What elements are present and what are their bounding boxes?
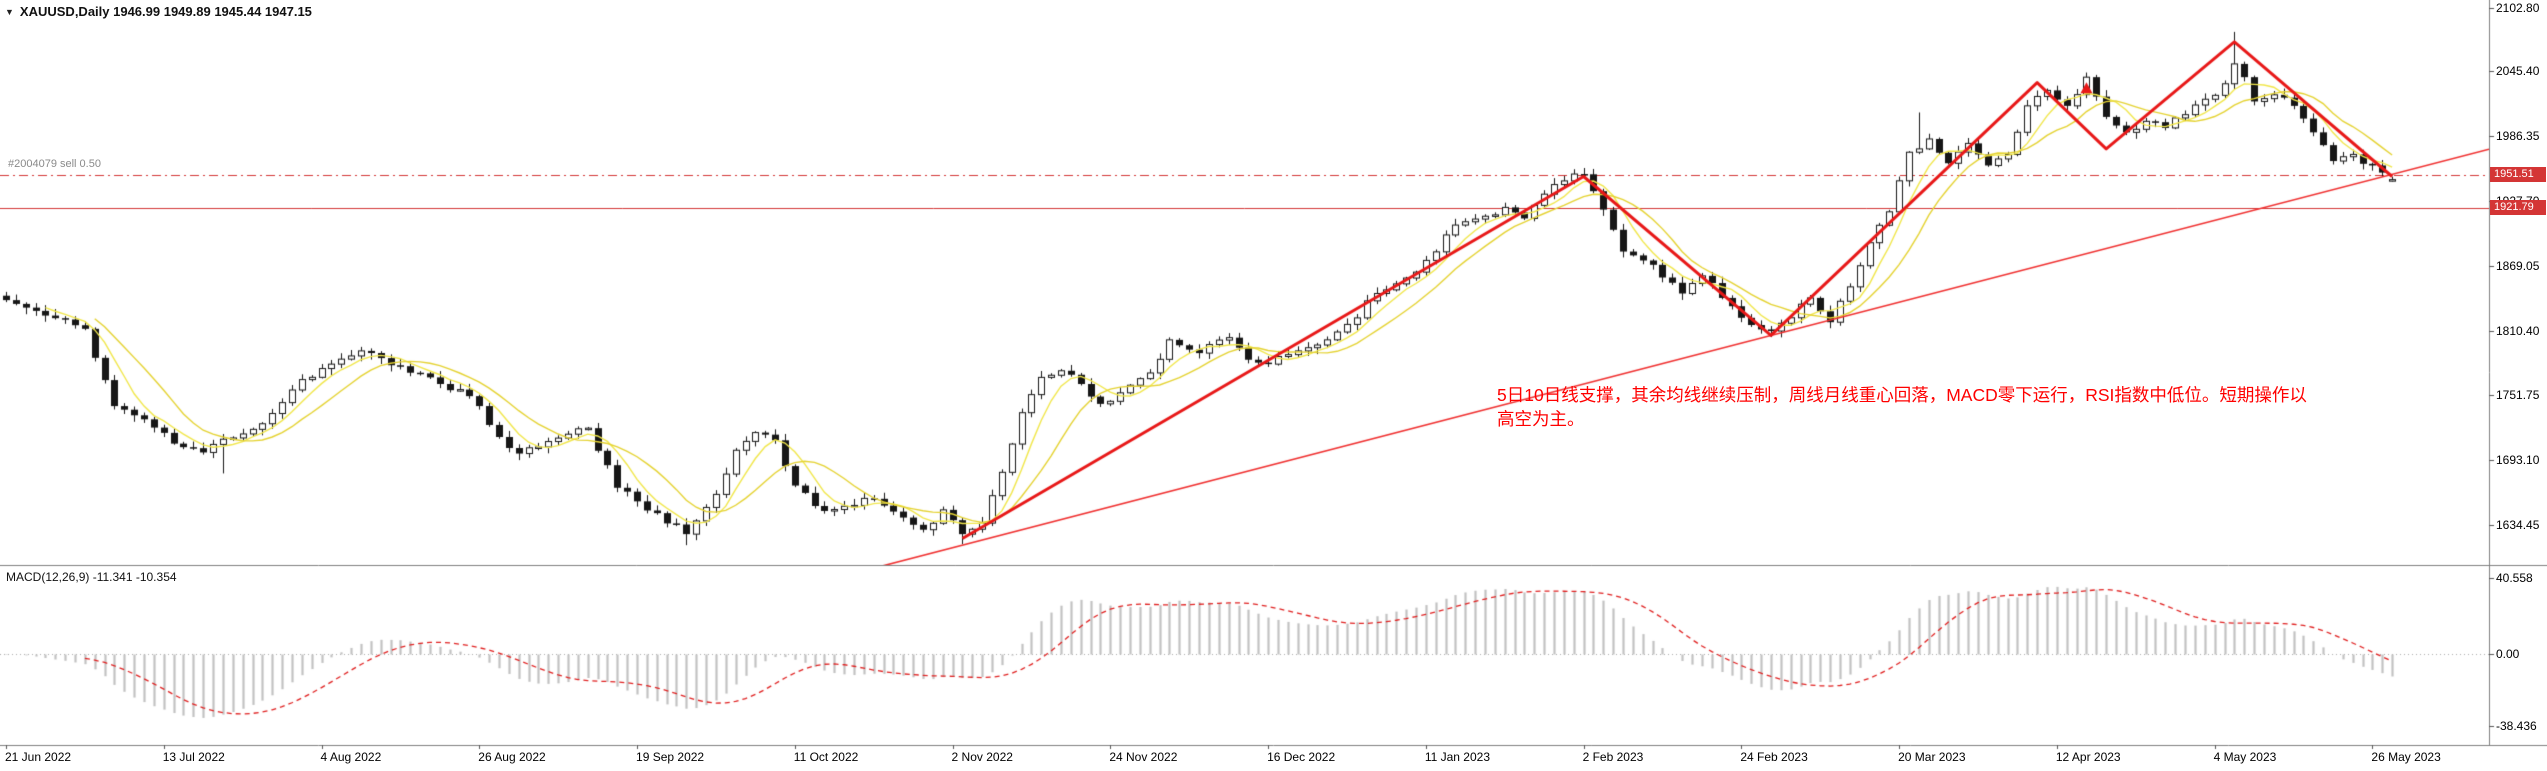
order-line-label: #2004079 sell 0.50 [8,157,101,170]
date-label: 16 Dec 2022 [1267,750,1336,764]
date-label: 26 May 2023 [2371,750,2441,764]
price-axis-label: 1693.10 [2496,453,2540,468]
annotation-line-2: 高空为主。 [1497,409,1585,429]
price-axis-label: 1869.05 [2496,258,2540,273]
macd-indicator-label: MACD(12,26,9) -11.341 -10.354 [6,570,177,584]
date-label: 24 Nov 2022 [1109,750,1178,764]
date-label: 11 Jan 2023 [1424,750,1490,764]
date-label: 2 Feb 2023 [1582,750,1644,764]
price-axis-label: 1634.45 [2496,517,2540,532]
chart-symbol-icon: ▼ [5,7,14,17]
price-axis-label: 1986.35 [2496,129,2540,144]
date-label: 26 Aug 2022 [478,750,546,764]
date-label: 4 Aug 2022 [320,750,382,764]
chart-title: XAUUSD,Daily 1946.99 1949.89 1945.44 194… [19,4,312,19]
date-label: 21 Jun 2022 [5,750,72,764]
annotation-line-1: 5日10日线支撑，其余均线继续压制，周线月线重心回落，MACD零下运行，RSI指… [1497,385,2307,405]
price-axis-label: 2045.40 [2496,64,2540,79]
date-label: 12 Apr 2023 [2055,750,2121,764]
date-label: 11 Oct 2022 [793,750,859,764]
macd-axis-label: -38.436 [2496,719,2537,733]
date-label: 20 Mar 2023 [1898,750,1966,764]
analysis-annotation: 5日10日线支撑，其余均线继续压制，周线月线重心回落，MACD零下运行，RSI指… [1497,383,2307,431]
macd-axis-label: 40.558 [2496,571,2533,585]
date-label: 19 Sep 2022 [636,750,705,764]
price-axis-label: 2102.80 [2496,0,2540,15]
date-label: 13 Jul 2022 [162,750,225,764]
chart-title-bar: ▼ XAUUSD,Daily 1946.99 1949.89 1945.44 19… [5,4,312,19]
price-axis-label: 1751.75 [2496,388,2540,403]
price-badge-order: 1951.51 [2490,166,2546,182]
date-label: 2 Nov 2022 [951,750,1013,764]
macd-axis-label: 0.00 [2496,646,2520,661]
price-axis-label: 1810.40 [2496,323,2540,338]
date-label: 4 May 2023 [2213,750,2277,764]
price-badge-level: 1921.79 [2490,199,2546,215]
date-label: 24 Feb 2023 [1740,750,1808,764]
